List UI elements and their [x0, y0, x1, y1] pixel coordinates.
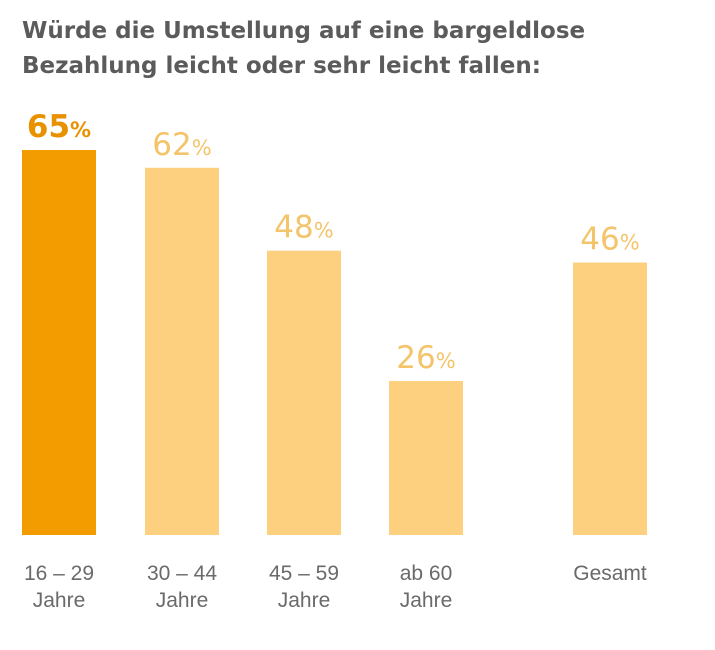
category-label-0-line-0: 16 – 29: [24, 562, 94, 585]
bar-3: [389, 381, 463, 535]
chart-title-line-2: Bezahlung leicht oder sehr leicht fallen…: [22, 53, 541, 79]
category-label-2-line-1: Jahre: [278, 589, 331, 612]
category-label-1-line-0: 30 – 44: [147, 562, 217, 585]
value-label-2: 48%: [274, 210, 333, 246]
bar-2: [267, 250, 341, 535]
bar-1: [145, 167, 219, 535]
value-label-3: 26%: [396, 340, 455, 376]
category-label-0-line-1: Jahre: [33, 589, 86, 612]
category-label-3-line-0: ab 60: [400, 562, 453, 585]
category-label-2-line-0: 45 – 59: [269, 562, 339, 585]
category-label-4-line-0: Gesamt: [573, 562, 647, 585]
bar-0: [22, 150, 96, 535]
value-label-1: 62%: [152, 127, 211, 163]
value-label-0: 65%: [27, 109, 91, 145]
chart-title: Würde die Umstellung auf eine bargeldlos…: [22, 14, 702, 84]
bar-4: [573, 262, 647, 535]
category-label-1-line-1: Jahre: [156, 589, 209, 612]
category-label-3-line-1: Jahre: [400, 589, 453, 612]
chart-title-line-1: Würde die Umstellung auf eine bargeldlos…: [22, 18, 586, 44]
value-label-4: 46%: [580, 222, 639, 258]
